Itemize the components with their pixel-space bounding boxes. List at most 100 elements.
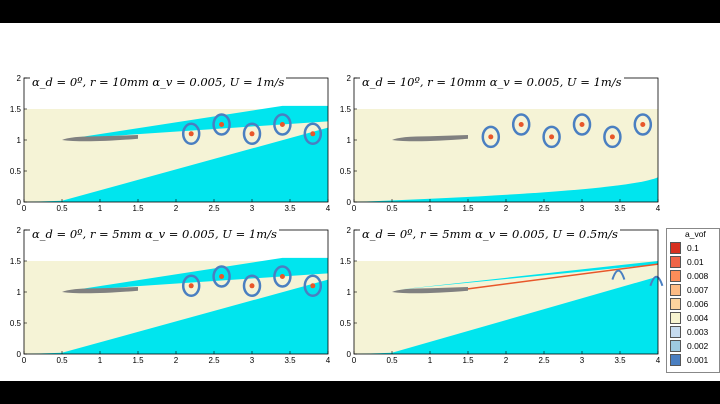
x-tick-label: 3.5 — [284, 204, 296, 213]
legend-label: 0.006 — [687, 299, 709, 309]
y-tick-label: 2 — [17, 226, 22, 235]
x-tick-label: 1.5 — [462, 204, 474, 213]
legend-swatch — [670, 284, 681, 296]
y-tick-label: 0 — [347, 350, 352, 359]
bubble-cluster — [188, 283, 194, 289]
x-tick-label: 1 — [98, 204, 103, 213]
vortex-ring — [273, 265, 292, 288]
hydrofoil — [62, 135, 138, 142]
legend-swatch — [670, 312, 681, 324]
panel-2: 0 0.5 1 1.5 2 2.5 3 3.5 4 0 0.5 1 1.5 2 α_d = 10º, r … — [338, 74, 664, 214]
x-tick-label: 2.5 — [208, 356, 220, 365]
x-tick-label: 1 — [98, 356, 103, 365]
vortex-ring — [242, 122, 262, 146]
bubble-cluster — [518, 122, 524, 127]
legend-entry: 0.004 — [670, 312, 718, 324]
legend-entry: 0.002 — [670, 340, 718, 352]
vortex-ring — [181, 274, 201, 298]
x-tick-label: 0.5 — [56, 356, 68, 365]
legend-swatch — [670, 326, 681, 338]
bubble-cluster — [549, 134, 555, 140]
x-tick-label: 1.5 — [132, 204, 144, 213]
x-tick-label: 2.5 — [208, 204, 220, 213]
y-tick-label: 1.5 — [10, 105, 22, 114]
legend-label: 0.008 — [687, 271, 709, 281]
water-wedge — [69, 257, 328, 291]
x-tick-label: 1.5 — [132, 356, 144, 365]
bubble-cluster — [279, 274, 285, 279]
vortex-ring — [633, 113, 653, 136]
x-tick-label: 1 — [428, 356, 433, 365]
bubble-cluster — [640, 122, 646, 127]
bubble-cluster — [310, 131, 316, 137]
legend-swatch — [670, 298, 681, 310]
bubble-cluster — [219, 274, 225, 279]
vortex-ring — [572, 113, 592, 136]
y-tick-label: 0 — [17, 198, 22, 207]
y-tick-label: 2 — [347, 74, 352, 83]
bubble-cluster — [249, 283, 255, 289]
vortex-ring — [181, 122, 201, 146]
y-tick-label: 1.5 — [340, 105, 352, 114]
panel-1-plot: 0 0.5 1 1.5 2 2.5 3 3.5 4 0 0.5 1 1.5 2 — [10, 74, 331, 213]
hydrofoil — [392, 287, 468, 294]
vortex-ring — [481, 125, 501, 149]
panel-3-title: α_d = 0º, r = 5mm α_v = 0.005, U = 1m/s — [30, 227, 279, 241]
color-legend: a_vof 0.1 0.01 0.008 0.007 0.006 0.004 0.003 0.… — [666, 228, 720, 373]
air-cap — [399, 112, 522, 138]
x-tick-label: 0 — [22, 356, 27, 365]
legend-entry: 0.006 — [670, 298, 718, 310]
vortex-ring — [611, 269, 664, 287]
slide: 0 0.5 1 1.5 2 2.5 3 3.5 4 0 0.5 1 1.5 2 α_d = 0º, r =… — [0, 23, 720, 381]
vortex-ring — [242, 274, 262, 298]
vortex-ring — [542, 125, 561, 149]
y-tick-label: 1 — [347, 136, 352, 145]
legend-entry: 0.008 — [670, 270, 718, 282]
x-tick-label: 2 — [174, 356, 179, 365]
bubble-cluster — [488, 134, 494, 140]
x-tick-label: 4 — [656, 356, 661, 365]
air-region — [354, 261, 658, 354]
vortex-ring — [603, 125, 622, 149]
x-tick-label: 3.5 — [614, 356, 626, 365]
x-tick-label: 2.5 — [538, 204, 550, 213]
legend-entry: 0.007 — [670, 284, 718, 296]
legend-label: 0.01 — [687, 257, 704, 267]
y-tick-label: 1 — [347, 288, 352, 297]
y-tick-label: 1 — [17, 136, 22, 145]
legend-label: 0.003 — [687, 327, 709, 337]
y-tick-label: 1 — [17, 288, 22, 297]
x-tick-label: 3 — [580, 356, 585, 365]
legend-swatch — [670, 354, 681, 366]
x-tick-label: 3 — [250, 204, 255, 213]
y-tick-label: 0.5 — [10, 319, 22, 328]
air-region — [354, 109, 658, 202]
x-tick-label: 0.5 — [56, 204, 68, 213]
legend-swatch — [670, 256, 681, 268]
legend-swatch — [670, 270, 681, 282]
vortex-ring — [212, 265, 231, 288]
vortex-ring — [273, 113, 292, 136]
bubble-layer — [467, 263, 659, 290]
legend-label: 0.004 — [687, 313, 709, 323]
panel-4: 0 0.5 1 1.5 2 2.5 3 3.5 4 0 0.5 1 1.5 2 α_d = 0º, r =… — [338, 226, 664, 366]
y-tick-label: 0 — [347, 198, 352, 207]
panel-1: 0 0.5 1 1.5 2 2.5 3 3.5 4 0 0.5 1 1.5 2 α_d = 0º, r =… — [8, 74, 334, 214]
legend-entry: 0.1 — [670, 242, 718, 254]
vortex-ring — [212, 113, 231, 136]
legend-swatch — [670, 340, 681, 352]
x-tick-label: 0 — [22, 204, 27, 213]
bubble-cluster — [579, 122, 585, 127]
x-tick-label: 0.5 — [386, 204, 398, 213]
x-tick-label: 2 — [504, 204, 509, 213]
x-tick-label: 3.5 — [284, 356, 296, 365]
x-tick-label: 3 — [580, 204, 585, 213]
x-tick-label: 0 — [352, 356, 357, 365]
legend-entry: 0.003 — [670, 326, 718, 338]
bubble-cluster — [609, 134, 615, 140]
vortex-ring — [511, 113, 531, 136]
legend-entry: 0.01 — [670, 256, 718, 268]
y-tick-label: 0 — [17, 350, 22, 359]
x-tick-label: 0.5 — [386, 356, 398, 365]
x-tick-label: 4 — [326, 356, 331, 365]
